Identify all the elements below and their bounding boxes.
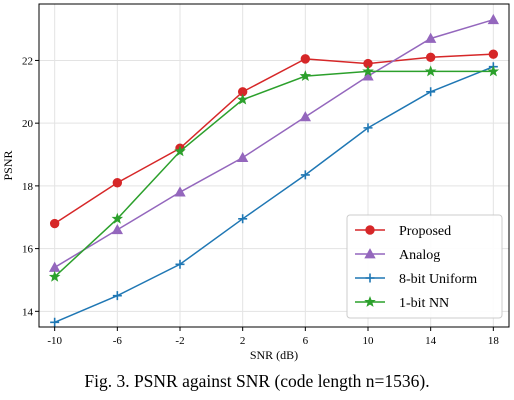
y-axis-label: PSNR <box>1 150 15 180</box>
triangle-marker <box>424 32 437 43</box>
plus-marker <box>50 317 60 327</box>
ticks: -10 -6 -2 2 6 10 14 18 14 16 18 20 22 <box>22 55 499 347</box>
legend-label: Proposed <box>399 224 451 239</box>
series-8-bit-uniform <box>50 62 498 327</box>
star-marker <box>236 93 249 105</box>
x-axis-label: SNR (dB) <box>250 348 298 362</box>
triangle-marker <box>174 186 186 197</box>
figure-caption: Fig. 3. PSNR against SNR (code length n=… <box>84 371 430 391</box>
triangle-marker <box>487 13 500 25</box>
x-tick-label: 2 <box>240 335 246 347</box>
series-line <box>54 70 494 278</box>
triangle-marker <box>364 248 376 259</box>
series-1-bit-nn <box>48 65 500 282</box>
legend-label: 8-bit Uniform <box>399 272 477 287</box>
plus-marker <box>175 259 185 269</box>
legend-label: 1-bit NN <box>399 296 449 311</box>
x-tick-label: 6 <box>303 335 309 347</box>
legend-label: Analog <box>399 248 440 263</box>
star-marker <box>487 65 500 77</box>
circle-marker <box>49 218 60 229</box>
legend-entry: 1-bit NN <box>355 295 449 311</box>
plot-frame <box>38 3 510 328</box>
star-marker <box>424 65 437 77</box>
legend: Proposed Analog 8-bit Uniform 1-bit NN <box>346 214 503 319</box>
legend-entry: Analog <box>355 248 440 263</box>
star-marker <box>299 70 312 82</box>
triangle-marker <box>48 261 61 272</box>
series-line <box>54 53 494 225</box>
legend-entry: 8-bit Uniform <box>355 272 477 287</box>
star-marker <box>48 270 61 282</box>
y-tick-label: 22 <box>22 55 33 67</box>
x-tick-label: 18 <box>488 335 500 347</box>
circle-marker <box>488 49 499 59</box>
plus-marker <box>426 87 436 97</box>
triangle-marker <box>111 223 124 235</box>
legend-box <box>346 214 503 319</box>
series-layer <box>48 13 500 327</box>
circle-marker <box>112 178 123 188</box>
series-line <box>54 66 494 323</box>
y-tick-label: 14 <box>22 306 34 318</box>
x-tick-label: -10 <box>47 335 62 347</box>
plus-marker <box>365 273 375 283</box>
circle-marker <box>425 52 436 63</box>
triangle-marker <box>299 111 312 122</box>
triangle-marker <box>362 70 374 81</box>
star-marker <box>364 295 376 307</box>
plus-marker <box>300 170 310 180</box>
x-tick-label: -6 <box>113 335 123 347</box>
star-marker <box>362 65 374 77</box>
plus-marker <box>238 214 248 224</box>
plus-marker <box>112 291 122 301</box>
y-tick-label: 20 <box>22 118 34 130</box>
x-tick-label: 14 <box>425 335 437 347</box>
star-marker <box>111 212 124 224</box>
y-tick-label: 18 <box>22 181 34 193</box>
series-line <box>54 18 494 269</box>
x-tick-label: -2 <box>175 335 184 347</box>
x-tick-label: 10 <box>363 335 375 347</box>
star-marker <box>174 145 186 157</box>
triangle-marker <box>236 151 249 163</box>
series-analog <box>48 13 500 272</box>
legend-entry: Proposed <box>355 224 451 239</box>
plus-marker <box>363 123 373 133</box>
y-tick-label: 16 <box>22 244 34 256</box>
circle-marker <box>300 54 311 64</box>
circle-marker <box>365 225 375 235</box>
